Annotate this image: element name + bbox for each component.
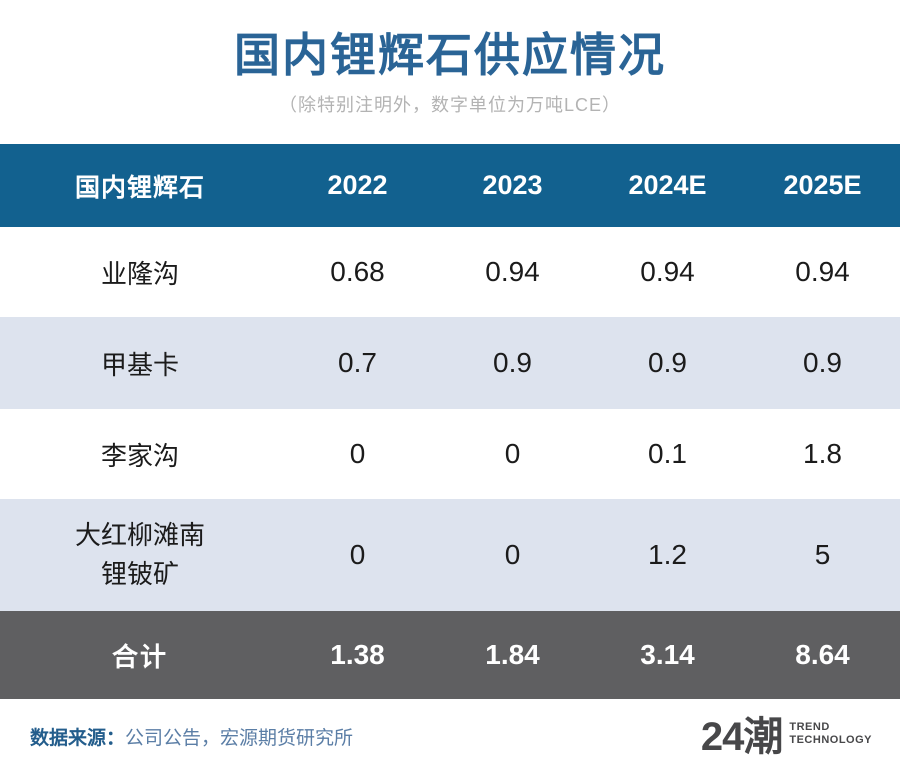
cell-value: 0 xyxy=(504,438,521,469)
row-label: 大红柳滩南锂铍矿 xyxy=(0,516,280,594)
column-header-name: 国内锂辉石 xyxy=(74,173,205,202)
table-row-lijiagou: 李家沟 0 0 0.1 1.8 xyxy=(0,409,900,499)
cell-value: 0 xyxy=(504,539,521,570)
total-value: 8.64 xyxy=(795,639,850,670)
row-label-text: 大红柳滩南锂铍矿 xyxy=(74,520,205,589)
cell-value: 0.9 xyxy=(493,347,532,378)
cell-value: 0.9 xyxy=(648,347,687,378)
logo-24chao-wordmark: 24潮 xyxy=(700,714,783,759)
data-source-value: 公司公告，宏源期货研究所 xyxy=(125,728,354,749)
table-total-row: 合计 1.38 1.84 3.14 8.64 xyxy=(0,611,900,699)
logo-sub-line2: TECHNOLOGY xyxy=(789,734,872,747)
data-source-label: 数据来源： xyxy=(30,728,126,749)
total-value: 1.84 xyxy=(485,639,540,670)
total-value: 1.38 xyxy=(330,639,385,670)
table-row-yelonggou: 业隆沟 0.68 0.94 0.94 0.94 xyxy=(0,227,900,317)
data-source: 数据来源：公司公告，宏源期货研究所 xyxy=(30,723,353,750)
cell-value: 0.7 xyxy=(338,347,377,378)
column-header-2025e: 2025E xyxy=(783,170,862,200)
supply-table: 国内锂辉石 2022 2023 2024E 2025E 业隆沟 0.68 0.9… xyxy=(0,144,900,699)
page-header: 国内锂辉石供应情况 （除特别注明外，数字单位为万吨LCE） xyxy=(0,0,900,144)
cell-value: 0.68 xyxy=(330,256,385,287)
cell-value: 0.1 xyxy=(648,438,687,469)
page-footer: 数据来源：公司公告，宏源期货研究所 24潮 TREND TECHNOLOGY xyxy=(0,699,900,780)
cell-value: 5 xyxy=(814,539,831,570)
total-label: 合计 xyxy=(111,641,168,672)
cell-value: 0.94 xyxy=(795,256,850,287)
logo-24chao: 24潮 TREND TECHNOLOGY xyxy=(700,714,872,759)
table-row-jiajika: 甲基卡 0.7 0.9 0.9 0.9 xyxy=(0,317,900,409)
table-row-dahongliutan: 大红柳滩南锂铍矿 0 0 1.2 5 xyxy=(0,499,900,611)
cell-value: 0.94 xyxy=(485,256,540,287)
row-label: 甲基卡 xyxy=(100,349,179,380)
cell-value: 1.2 xyxy=(648,539,687,570)
column-header-2024e: 2024E xyxy=(628,170,707,200)
cell-value: 0.9 xyxy=(803,347,842,378)
logo-trend-technology: TREND TECHNOLOGY xyxy=(789,721,872,749)
row-label: 李家沟 xyxy=(100,440,179,471)
logo-sub-line1: TREND xyxy=(789,720,830,733)
cell-value: 0 xyxy=(349,438,366,469)
page-subtitle: （除特别注明外，数字单位为万吨LCE） xyxy=(278,94,621,115)
cell-value: 0.94 xyxy=(640,256,695,287)
column-header-2023: 2023 xyxy=(482,170,543,200)
row-label: 业隆沟 xyxy=(100,258,179,289)
table-header-row: 国内锂辉石 2022 2023 2024E 2025E xyxy=(0,144,900,227)
page-title: 国内锂辉石供应情况 xyxy=(234,29,666,81)
cell-value: 0 xyxy=(349,539,366,570)
column-header-2022: 2022 xyxy=(327,170,388,200)
total-value: 3.14 xyxy=(640,639,695,670)
cell-value: 1.8 xyxy=(803,438,842,469)
